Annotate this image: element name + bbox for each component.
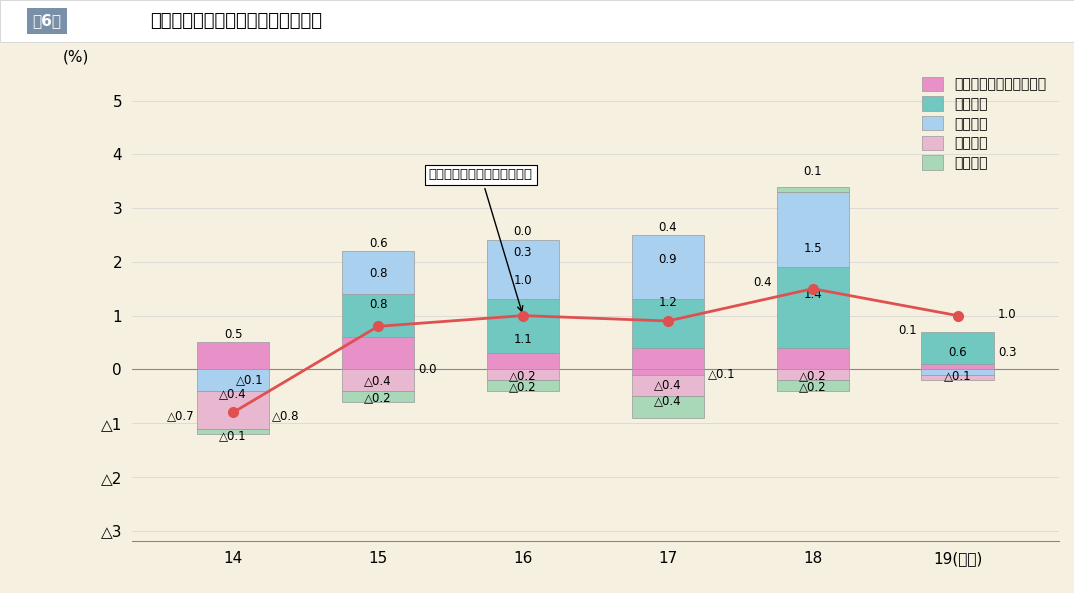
Bar — [921, 375, 993, 380]
Text: 0.8: 0.8 — [368, 267, 388, 280]
Text: △0.4: △0.4 — [654, 394, 682, 407]
Text: 0.1: 0.1 — [899, 324, 917, 337]
Text: 0.6: 0.6 — [948, 346, 967, 359]
Text: △0.2: △0.2 — [364, 391, 392, 404]
Bar — [777, 380, 848, 391]
Bar — [777, 267, 848, 348]
Text: △0.1: △0.1 — [709, 367, 736, 380]
Bar — [342, 369, 415, 391]
Text: 国内総支出の増加率に対する寄与度: 国内総支出の増加率に対する寄与度 — [150, 12, 322, 30]
Text: 1.4: 1.4 — [803, 288, 822, 301]
Text: △0.4: △0.4 — [654, 378, 682, 391]
Bar — [777, 187, 848, 192]
Bar — [921, 331, 993, 364]
Bar — [632, 235, 705, 299]
Text: △0.2: △0.2 — [509, 380, 537, 393]
Bar — [632, 375, 705, 396]
Text: 第6図: 第6図 — [32, 13, 61, 28]
Text: 1.5: 1.5 — [803, 242, 822, 255]
Bar — [632, 369, 705, 375]
Bar — [921, 369, 993, 375]
Bar — [197, 343, 270, 369]
Bar — [777, 192, 848, 267]
Text: △0.1: △0.1 — [236, 373, 264, 386]
Text: △0.8: △0.8 — [273, 410, 300, 423]
Bar — [777, 348, 848, 369]
Text: 0.4: 0.4 — [658, 221, 678, 234]
Text: 1.2: 1.2 — [658, 296, 678, 308]
Text: 0.3: 0.3 — [513, 246, 533, 259]
Text: △0.7: △0.7 — [166, 410, 194, 423]
Text: 0.5: 0.5 — [224, 329, 243, 342]
Legend: 財貨・サービスの純輸出, 家計部門, 企業部門, 地方政府, 中央政府: 財貨・サービスの純輸出, 家計部門, 企業部門, 地方政府, 中央政府 — [917, 71, 1053, 176]
Text: △0.1: △0.1 — [219, 429, 247, 442]
Text: △0.2: △0.2 — [509, 369, 537, 382]
Text: 0.9: 0.9 — [658, 253, 678, 266]
Text: 国内総支出（名目）の伸び率: 国内総支出（名目）の伸び率 — [429, 168, 533, 311]
Text: 0.6: 0.6 — [368, 237, 388, 250]
Bar — [487, 240, 560, 299]
Bar — [487, 353, 560, 369]
Bar — [632, 396, 705, 417]
Bar — [197, 369, 270, 391]
Text: 1.0: 1.0 — [513, 274, 533, 287]
Bar — [342, 251, 415, 294]
Text: 0.3: 0.3 — [998, 346, 1017, 359]
Text: 1.1: 1.1 — [513, 333, 533, 346]
Bar — [487, 369, 560, 380]
Bar — [632, 299, 705, 348]
Text: 0.8: 0.8 — [368, 298, 388, 311]
Text: 0.0: 0.0 — [513, 225, 533, 238]
Text: 1.0: 1.0 — [998, 308, 1017, 321]
Bar — [342, 391, 415, 401]
Bar — [777, 369, 848, 380]
Text: △0.1: △0.1 — [944, 369, 971, 382]
Text: 0.1: 0.1 — [803, 165, 822, 178]
Bar — [487, 380, 560, 391]
Bar — [632, 348, 705, 369]
Bar — [197, 391, 270, 429]
Bar — [921, 364, 993, 369]
Text: △0.4: △0.4 — [219, 387, 247, 400]
Y-axis label: (%): (%) — [63, 49, 89, 64]
Bar — [342, 337, 415, 369]
Text: 0.4: 0.4 — [754, 276, 772, 289]
Bar — [342, 294, 415, 337]
Text: 0.0: 0.0 — [419, 363, 437, 376]
Bar — [487, 299, 560, 353]
Text: △0.2: △0.2 — [799, 380, 827, 393]
Bar — [197, 429, 270, 434]
Text: △0.4: △0.4 — [364, 375, 392, 388]
Text: △0.2: △0.2 — [799, 369, 827, 382]
